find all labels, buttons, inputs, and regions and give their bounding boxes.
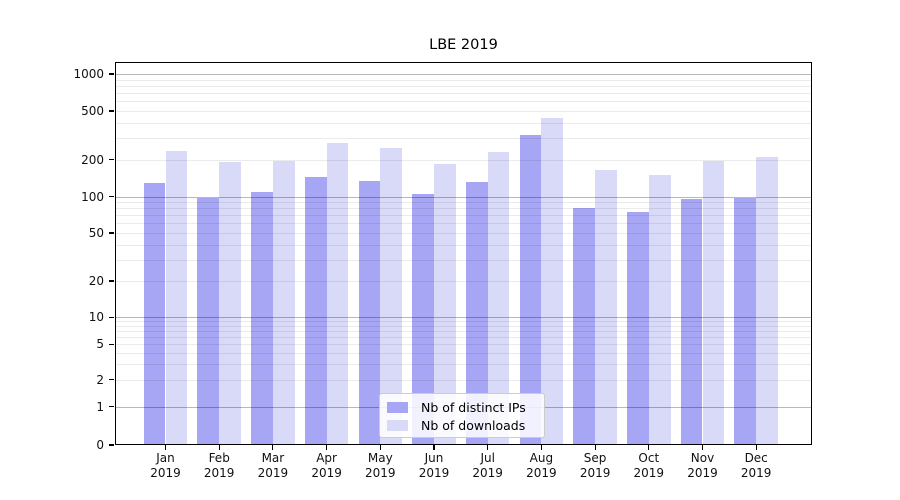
y-tick-label: 20 bbox=[88, 273, 104, 288]
y-tick-label: 1000 bbox=[73, 67, 104, 81]
legend-label: Nb of downloads bbox=[421, 417, 526, 433]
y-tick-mark bbox=[109, 110, 114, 112]
bar-downloads bbox=[487, 152, 510, 445]
bar-downloads bbox=[541, 117, 564, 445]
x-tick-mark bbox=[487, 445, 489, 450]
y-tick-label: 100 bbox=[81, 189, 104, 204]
gridline-minor bbox=[115, 110, 812, 112]
gridline-minor bbox=[115, 85, 812, 87]
x-tick-label: Oct 2019 bbox=[633, 451, 665, 480]
legend-row: Nb of downloads bbox=[387, 417, 536, 433]
y-tick-mark bbox=[109, 379, 114, 381]
bar-downloads bbox=[756, 157, 778, 445]
y-tick-mark bbox=[109, 316, 114, 318]
legend-swatch-downloads bbox=[387, 419, 408, 431]
legend-swatch-distinct-ips bbox=[387, 401, 408, 413]
x-tick-mark bbox=[164, 445, 167, 450]
y-tick-label: 1 bbox=[96, 399, 104, 414]
legend-row: Nb of distinct IPs bbox=[387, 399, 536, 415]
x-tick-mark bbox=[755, 445, 757, 450]
bar-downloads bbox=[326, 142, 349, 445]
bar-distinct-ips bbox=[412, 194, 434, 445]
bar-distinct-ips bbox=[251, 191, 273, 445]
y-tick-mark bbox=[109, 280, 114, 282]
bar-downloads bbox=[272, 161, 295, 445]
x-tick-mark bbox=[326, 445, 328, 450]
x-tick-label: Sep 2019 bbox=[579, 451, 611, 480]
x-tick-mark bbox=[701, 445, 704, 450]
x-tick-mark bbox=[433, 445, 435, 450]
x-tick-label: Jan 2019 bbox=[150, 451, 181, 480]
bar-distinct-ips bbox=[143, 182, 166, 445]
bar-distinct-ips bbox=[465, 181, 488, 445]
y-tick-mark bbox=[109, 159, 114, 161]
y-tick-label: 0 bbox=[96, 438, 104, 452]
y-tick-mark bbox=[109, 343, 114, 345]
x-tick-label: Jul 2019 bbox=[472, 451, 503, 480]
x-tick-label: Nov 2019 bbox=[687, 451, 718, 480]
gridline-minor bbox=[115, 93, 812, 94]
bar-distinct-ips bbox=[734, 197, 757, 445]
x-tick-mark bbox=[272, 445, 274, 450]
gridline-minor bbox=[115, 101, 812, 103]
x-tick-label: Apr 2019 bbox=[311, 451, 342, 480]
gridline-minor bbox=[115, 79, 812, 81]
legend: Nb of distinct IPs Nb of downloads bbox=[379, 393, 545, 438]
y-tick-mark bbox=[109, 444, 114, 446]
chart-title: LBE 2019 bbox=[429, 37, 498, 53]
bar-distinct-ips bbox=[358, 180, 381, 445]
x-tick-mark bbox=[379, 445, 381, 450]
y-tick-label: 5 bbox=[96, 337, 104, 352]
x-tick-label: Mar 2019 bbox=[257, 451, 289, 480]
legend-label: Nb of distinct IPs bbox=[421, 399, 526, 415]
bar-downloads bbox=[595, 170, 617, 445]
y-tick-mark bbox=[109, 406, 114, 408]
gridline-minor bbox=[115, 138, 812, 140]
bar-downloads bbox=[702, 161, 725, 445]
x-tick-label: Aug 2019 bbox=[526, 451, 557, 480]
x-tick-mark bbox=[594, 445, 596, 450]
x-tick-mark bbox=[540, 445, 542, 450]
x-tick-mark bbox=[648, 445, 650, 450]
y-tick-label: 2 bbox=[96, 372, 104, 387]
bar-distinct-ips bbox=[304, 176, 327, 445]
x-tick-label: Jun 2019 bbox=[418, 451, 450, 480]
bar-distinct-ips bbox=[573, 208, 596, 445]
x-tick-mark bbox=[218, 445, 220, 450]
y-tick-mark bbox=[109, 73, 114, 75]
x-tick-label: Feb 2019 bbox=[203, 451, 235, 480]
bar-downloads bbox=[219, 162, 241, 445]
bar-distinct-ips bbox=[197, 198, 220, 445]
y-tick-label: 200 bbox=[81, 152, 104, 167]
bar-downloads bbox=[165, 151, 188, 445]
y-tick-label: 500 bbox=[81, 103, 104, 118]
bar-downloads bbox=[434, 163, 456, 445]
bar-downloads bbox=[648, 175, 671, 445]
bar-distinct-ips bbox=[680, 199, 703, 445]
gridline-major bbox=[115, 74, 812, 75]
gridline-minor bbox=[115, 122, 812, 124]
y-tick-mark bbox=[109, 232, 114, 234]
y-tick-label: 50 bbox=[88, 226, 104, 240]
bar-distinct-ips bbox=[627, 211, 649, 445]
x-tick-label: May 2019 bbox=[365, 451, 396, 480]
y-tick-label: 10 bbox=[88, 310, 104, 325]
bar-downloads bbox=[380, 147, 403, 445]
bar-distinct-ips bbox=[519, 134, 542, 445]
y-tick-mark bbox=[109, 196, 114, 198]
x-tick-label: Dec 2019 bbox=[740, 451, 772, 480]
